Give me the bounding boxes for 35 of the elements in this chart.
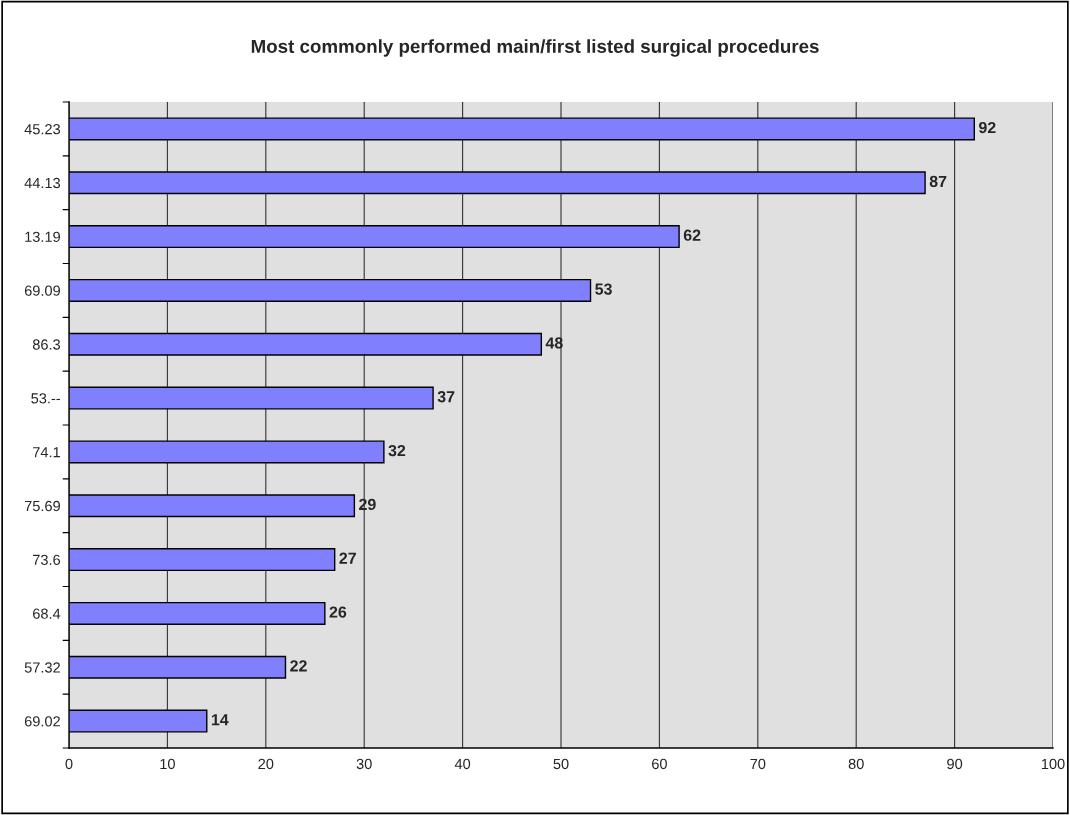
y-tick-label: 45.23 <box>24 124 61 135</box>
x-tick-label: 60 <box>652 758 667 770</box>
data-label: 62 <box>683 229 701 241</box>
y-tick-label: 57.32 <box>24 662 60 673</box>
data-label: 53 <box>595 283 612 295</box>
x-tick-label: 0 <box>65 758 73 770</box>
data-label: 48 <box>545 337 563 349</box>
data-label: 27 <box>339 552 356 564</box>
y-tick-label: 75.69 <box>24 500 60 512</box>
y-tick-label: 13.19 <box>25 231 60 243</box>
data-label: 87 <box>929 175 947 188</box>
y-tick-label: 44.13 <box>24 177 61 189</box>
data-label: 26 <box>329 606 347 618</box>
x-tick-label: 100 <box>1041 758 1065 770</box>
data-label: 32 <box>388 444 406 457</box>
x-tick-label: 10 <box>160 758 175 770</box>
y-tick-label: 69.02 <box>24 716 60 727</box>
data-label: 22 <box>290 660 307 672</box>
y-tick-label: 86.3 <box>32 339 61 350</box>
y-tick-label: 69.09 <box>24 285 60 296</box>
y-tick-label: 73.6 <box>33 554 61 566</box>
x-tick-label: 30 <box>356 758 372 770</box>
data-label: 92 <box>979 121 996 134</box>
data-label: 37 <box>437 391 455 403</box>
y-tick-label: 74.1 <box>33 447 60 458</box>
chart-title: Most commonly performed main/first listed surgical procedures <box>251 39 819 57</box>
data-label: 14 <box>211 714 229 726</box>
x-tick-label: 50 <box>553 758 569 770</box>
x-tick-label: 90 <box>947 758 963 770</box>
y-tick-label: 68.4 <box>33 608 61 619</box>
x-tick-label: 20 <box>258 758 274 770</box>
x-tick-label: 70 <box>750 758 766 770</box>
x-tick-label: 40 <box>454 758 471 770</box>
x-tick-label: 80 <box>848 758 864 770</box>
y-tick-label: 53.-- <box>31 393 61 404</box>
